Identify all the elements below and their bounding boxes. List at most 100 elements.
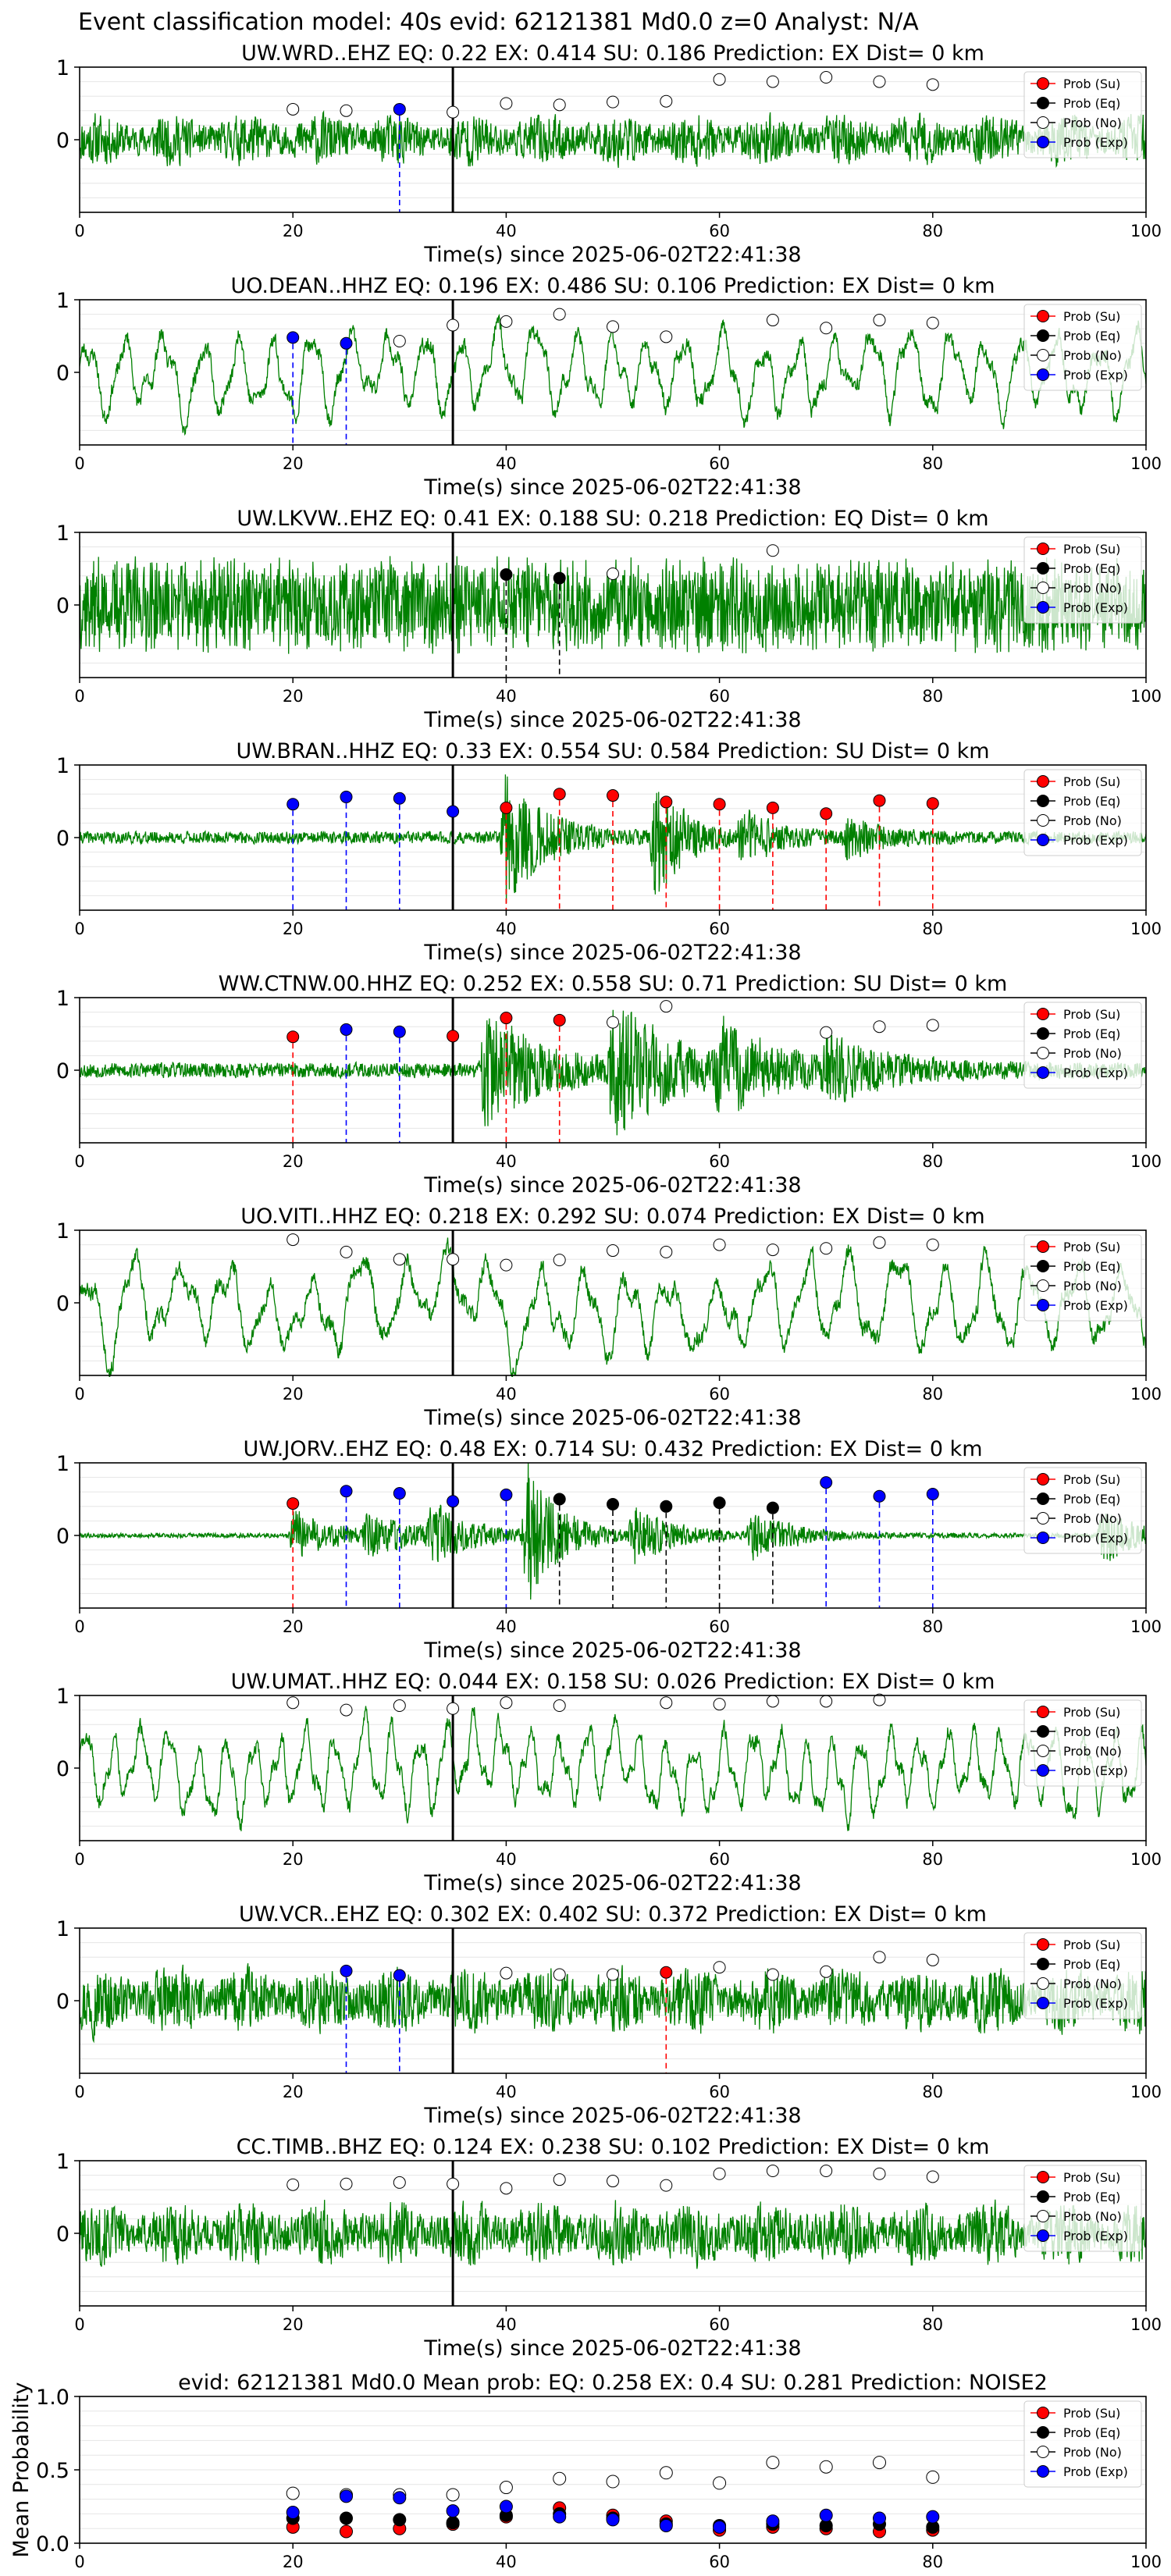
waveform-trace [80, 774, 1146, 904]
window-marker [607, 1244, 619, 1258]
legend-label: Prob (Su) [1063, 1472, 1120, 1487]
x-tick-label: 80 [922, 1385, 943, 1404]
x-tick-label: 20 [283, 1850, 304, 1869]
window-marker [660, 2179, 673, 2192]
legend-label: Prob (Eq) [1063, 329, 1120, 343]
x-tick-label: 100 [1130, 1850, 1162, 1869]
legend-label: Prob (Exp) [1063, 1531, 1128, 1546]
figure-suptitle: Event classification model: 40s evid: 62… [78, 9, 919, 36]
legend-label: Prob (No) [1063, 813, 1122, 828]
window-marker [287, 1030, 300, 1044]
mean-marker [340, 2489, 353, 2503]
x-tick-label: 40 [496, 1617, 517, 1636]
x-tick-label: 0 [74, 2553, 84, 2571]
legend-label: Prob (Exp) [1063, 2464, 1128, 2479]
window-marker [607, 1016, 619, 1029]
x-tick-label: 100 [1130, 454, 1162, 473]
window-marker [926, 1487, 939, 1500]
legend-frame [1023, 769, 1142, 856]
legend: Prob (Su) Prob (Eq) Prob (No) Prob (Exp) [1023, 1234, 1142, 1322]
x-axis-label: Time(s) since 2025-06-02T22:41:38 [423, 243, 801, 267]
legend-marker [1037, 1008, 1049, 1020]
panel-title: CC.TIMB..BHZ EQ: 0.124 EX: 0.238 SU: 0.1… [237, 2135, 990, 2159]
legend-label: Prob (Su) [1063, 1937, 1120, 1952]
window-marker [607, 789, 619, 802]
x-tick-label: 20 [283, 222, 304, 240]
legend: Prob (Su) Prob (Eq) Prob (No) Prob (Exp) [1023, 304, 1142, 391]
window-marker [873, 1693, 886, 1706]
window-marker [287, 331, 300, 344]
window-marker [607, 2175, 619, 2188]
legend-marker [1037, 310, 1049, 322]
x-tick-label: 60 [709, 1617, 730, 1636]
legend: Prob (Su) Prob (Eq) Prob (No) Prob (Exp) [1023, 2165, 1142, 2252]
mean-marker [553, 2471, 567, 2485]
mean-marker [286, 2506, 300, 2520]
legend: Prob (Su) Prob (Eq) Prob (No) Prob (Exp) [1023, 71, 1142, 158]
x-tick-label: 0 [74, 1617, 84, 1636]
legend-marker [1037, 1997, 1049, 2009]
x-tick-label: 60 [709, 1152, 730, 1171]
mean-marker [659, 2466, 673, 2480]
x-tick-label: 40 [496, 1385, 517, 1404]
panel-title: UO.DEAN..HHZ EQ: 0.196 EX: 0.486 SU: 0.1… [230, 274, 995, 298]
x-tick-label: 20 [283, 920, 304, 938]
legend-frame [1023, 1699, 1142, 1787]
x-tick-label: 20 [283, 1385, 304, 1404]
window-marker [873, 314, 886, 327]
legend-label: Prob (Exp) [1063, 1066, 1128, 1080]
window-marker [820, 1476, 833, 1489]
legend-marker [1037, 136, 1049, 148]
window-marker [287, 1233, 300, 1247]
x-tick-label: 20 [283, 2553, 304, 2571]
legend-marker [1037, 116, 1049, 129]
x-tick-label: 100 [1130, 2083, 1162, 2101]
x-axis-label: Time(s) since 2025-06-02T22:41:38 [423, 941, 801, 965]
station-panel: CC.TIMB..BHZ EQ: 0.124 EX: 0.238 SU: 0.1… [56, 2135, 1162, 2361]
y-tick-label: 1 [56, 56, 69, 80]
legend-frame [1023, 1234, 1142, 1322]
y-tick-label: 1 [56, 289, 69, 313]
window-marker [340, 336, 353, 350]
y-tick-label: 1 [56, 1917, 69, 1941]
window-marker [553, 1968, 566, 1981]
legend-label: Prob (No) [1063, 348, 1122, 363]
window-marker [926, 797, 939, 810]
mean-marker [819, 2460, 833, 2474]
x-tick-label: 40 [496, 687, 517, 706]
mean-marker [286, 2486, 300, 2500]
y-tick-label: 1 [56, 521, 69, 546]
window-marker [340, 1245, 353, 1258]
x-tick-label: 60 [709, 2315, 730, 2334]
window-marker [820, 1965, 833, 1978]
window-marker [553, 98, 566, 112]
x-tick-label: 20 [283, 687, 304, 706]
window-marker [873, 1489, 886, 1503]
window-marker [447, 2177, 460, 2190]
x-axis-label: Time(s) since 2025-06-02T22:41:38 [423, 475, 801, 500]
window-marker [393, 1699, 406, 1713]
legend: Prob (Su) Prob (Eq) Prob (No) Prob (Exp) [1023, 1467, 1142, 1554]
x-tick-label: 40 [496, 2083, 517, 2101]
window-marker [873, 794, 886, 807]
window-marker [873, 1020, 886, 1034]
x-tick-label: 40 [496, 1152, 517, 1171]
panel-title: UW.WRD..EHZ EQ: 0.22 EX: 0.414 SU: 0.186… [241, 41, 984, 66]
x-tick-label: 0 [74, 2315, 84, 2334]
legend-label: Prob (Eq) [1063, 1026, 1120, 1041]
y-tick-label: 0 [56, 2222, 69, 2247]
x-tick-label: 0 [74, 222, 84, 240]
window-marker [500, 1966, 513, 1980]
mean-marker [606, 2513, 620, 2527]
x-axis-label: Time(s) since 2025-06-02T22:41:38 [423, 1406, 801, 1430]
panel-title: evid: 62121381 Md0.0 Mean prob: EQ: 0.25… [178, 2371, 1048, 2395]
y-tick-label: 0 [56, 1757, 69, 1781]
mean-marker [553, 2510, 567, 2524]
legend-label: Prob (Exp) [1063, 1996, 1128, 2011]
window-marker [447, 105, 460, 119]
window-marker [500, 2182, 513, 2195]
legend-label: Prob (Exp) [1063, 600, 1128, 615]
mean-marker [340, 2511, 353, 2525]
window-marker [873, 1951, 886, 1964]
